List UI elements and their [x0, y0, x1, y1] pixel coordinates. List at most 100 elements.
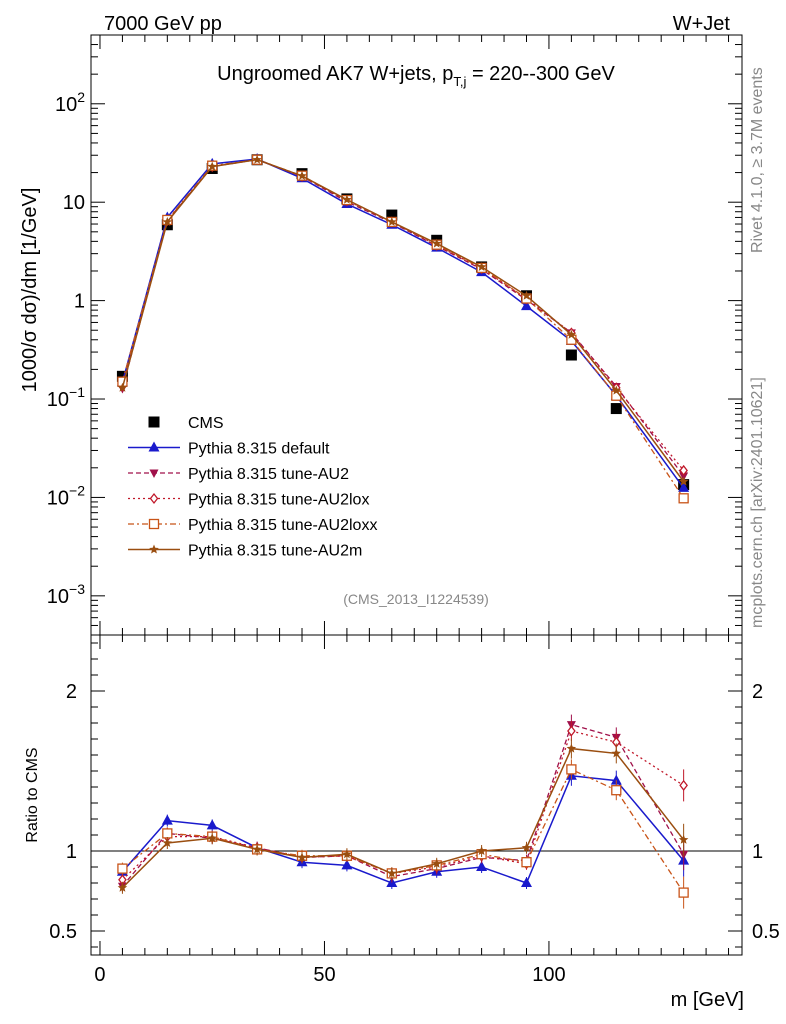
default-point: [678, 481, 690, 492]
ratio-ytick-label-left: 2: [66, 681, 77, 703]
cms-point: [565, 349, 577, 361]
au2loxx-ratio-point: [566, 764, 577, 775]
legend-label-au2lox: Pythia 8.315 tune-AU2lox: [188, 492, 369, 509]
ratio-axis-ticks: 0.5 0.5 1 1 2 2 0 50 100: [49, 635, 780, 986]
au2m-point: [117, 382, 128, 392]
au2lox-ratio-line: [121, 730, 684, 881]
legend: CMS Pythia 8.315 default Pythia 8.315 tune…: [128, 415, 377, 560]
au2m-point: [476, 261, 487, 271]
au2m-ratio-point: [521, 842, 532, 852]
main-series-group: [116, 152, 690, 504]
default-ratio-point: [520, 877, 532, 887]
xtick-label: 0: [94, 964, 105, 986]
au2m-ratio-point: [207, 833, 217, 843]
xtick-label: 100: [532, 964, 565, 986]
au2m-ratio-point: [611, 748, 621, 758]
main-ytick-label: 10−3: [47, 581, 85, 608]
legend-entry-cms: CMS: [148, 415, 224, 432]
au2loxx-ratio-point: [678, 887, 689, 898]
ratio-ytick-label-right: 2: [752, 681, 763, 703]
au2m-ratio-point: [162, 838, 173, 847]
au2m-ratio-point: [342, 849, 352, 859]
legend-marker-au2: [149, 469, 159, 478]
au2m-point: [342, 194, 352, 204]
ratio-ytick-label-right: 0.5: [752, 921, 780, 943]
legend-entry-au2m: Pythia 8.315 tune-AU2m: [128, 543, 362, 560]
au2m-ratio-point: [117, 882, 128, 892]
default-line: [121, 158, 685, 489]
ratio-series-group: [116, 714, 690, 909]
au2m-ratio-point: [476, 846, 487, 855]
default-point: [520, 300, 532, 311]
ratio-ylabel: Ratio to CMS: [24, 747, 41, 842]
ratio-ytick-label-right: 1: [752, 841, 763, 863]
main-ytick-label: 10−2: [47, 482, 85, 509]
au2lox-ratio-point: [679, 779, 688, 791]
legend-marker-au2m: [149, 544, 159, 554]
watermark: (CMS_2013_I1224539): [343, 591, 489, 607]
ratio-plot-frame: [90, 634, 743, 956]
legend-entry-au2: Pythia 8.315 tune-AU2: [128, 466, 349, 483]
au2loxx-ratio-point: [162, 828, 173, 839]
main-ytick-label: 102: [55, 89, 85, 116]
legend-entry-au2loxx: Pythia 8.315 tune-AU2loxx: [128, 517, 377, 534]
au2lox-point: [679, 464, 688, 477]
au2m-point: [207, 161, 217, 171]
legend-marker-au2loxx: [148, 518, 160, 530]
legend-label-au2m: Pythia 8.315 tune-AU2m: [188, 543, 362, 560]
au2m-point: [431, 238, 442, 248]
legend-entry-au2lox: Pythia 8.315 tune-AU2lox: [128, 492, 369, 509]
au2loxx-ratio-point: [117, 863, 128, 874]
au2m-ratio-point: [252, 844, 262, 854]
legend-label-au2loxx: Pythia 8.315 tune-AU2loxx: [188, 517, 377, 534]
default-ratio-point: [610, 774, 622, 785]
au2m-point: [252, 154, 262, 164]
default-ratio-point: [161, 814, 173, 825]
au2loxx-ratio-point: [521, 857, 532, 868]
legend-label-au2: Pythia 8.315 tune-AU2: [188, 466, 349, 483]
ratio-series-au2: [117, 714, 689, 893]
au2m-point: [387, 216, 397, 226]
side-text-top: Rivet 4.1.0, ≥ 3.7M events: [749, 67, 766, 253]
au2-ratio-line: [121, 723, 685, 887]
ratio-series-au2loxx: [117, 759, 689, 909]
main-ytick-label: 10−1: [47, 384, 85, 411]
legend-label-default: Pythia 8.315 default: [188, 441, 330, 458]
au2m-ratio-point: [678, 834, 689, 844]
au2loxx-ratio-point: [611, 785, 622, 796]
main-axis-ticks: 102 10 1 10−1 10−2 10−3: [47, 34, 742, 636]
au2m-point: [162, 216, 173, 226]
header-left: 7000 GeV pp: [104, 13, 222, 35]
ratio-ytick-label-left: 1: [66, 841, 77, 863]
cms-point: [386, 209, 398, 221]
ratio-series-au2m: [117, 738, 689, 894]
au2m-ratio-point: [387, 868, 397, 878]
au2lox-ratio-point: [567, 725, 576, 737]
chart-title: Ungroomed AK7 W+jets, pT,j = 220--300 Ge…: [217, 63, 615, 89]
default-ratio-point: [206, 819, 218, 830]
default-ratio-point: [476, 861, 488, 871]
au2m-line: [121, 158, 685, 482]
ratio-ytick-label-left: 0.5: [49, 921, 77, 943]
au2m-point: [566, 329, 577, 339]
series-au2: [117, 156, 689, 482]
au2m-ratio-point: [297, 852, 307, 862]
au2loxx-point: [678, 493, 689, 504]
legend-marker-default: [148, 441, 160, 452]
series-au2m: [117, 154, 689, 486]
cms-point: [610, 403, 622, 415]
default-ratio-line: [121, 774, 685, 884]
au2m-ratio-point: [566, 743, 577, 753]
au2m-point: [521, 290, 532, 300]
xtick-label: 50: [313, 964, 335, 986]
au2m-point: [611, 385, 621, 395]
au2m-point: [297, 170, 307, 180]
xlabel: m [GeV]: [671, 989, 744, 1011]
side-text-bottom: mcplots.cern.ch [arXiv:2401.10621]: [749, 377, 766, 628]
main-ylabel: 1000/σ dσ)/dm [1/GeV]: [19, 188, 41, 393]
au2m-ratio-point: [431, 858, 442, 868]
legend-label-cms: CMS: [188, 415, 224, 432]
main-ytick-label: 1: [74, 291, 85, 313]
ratio-series-au2lox: [118, 721, 688, 886]
